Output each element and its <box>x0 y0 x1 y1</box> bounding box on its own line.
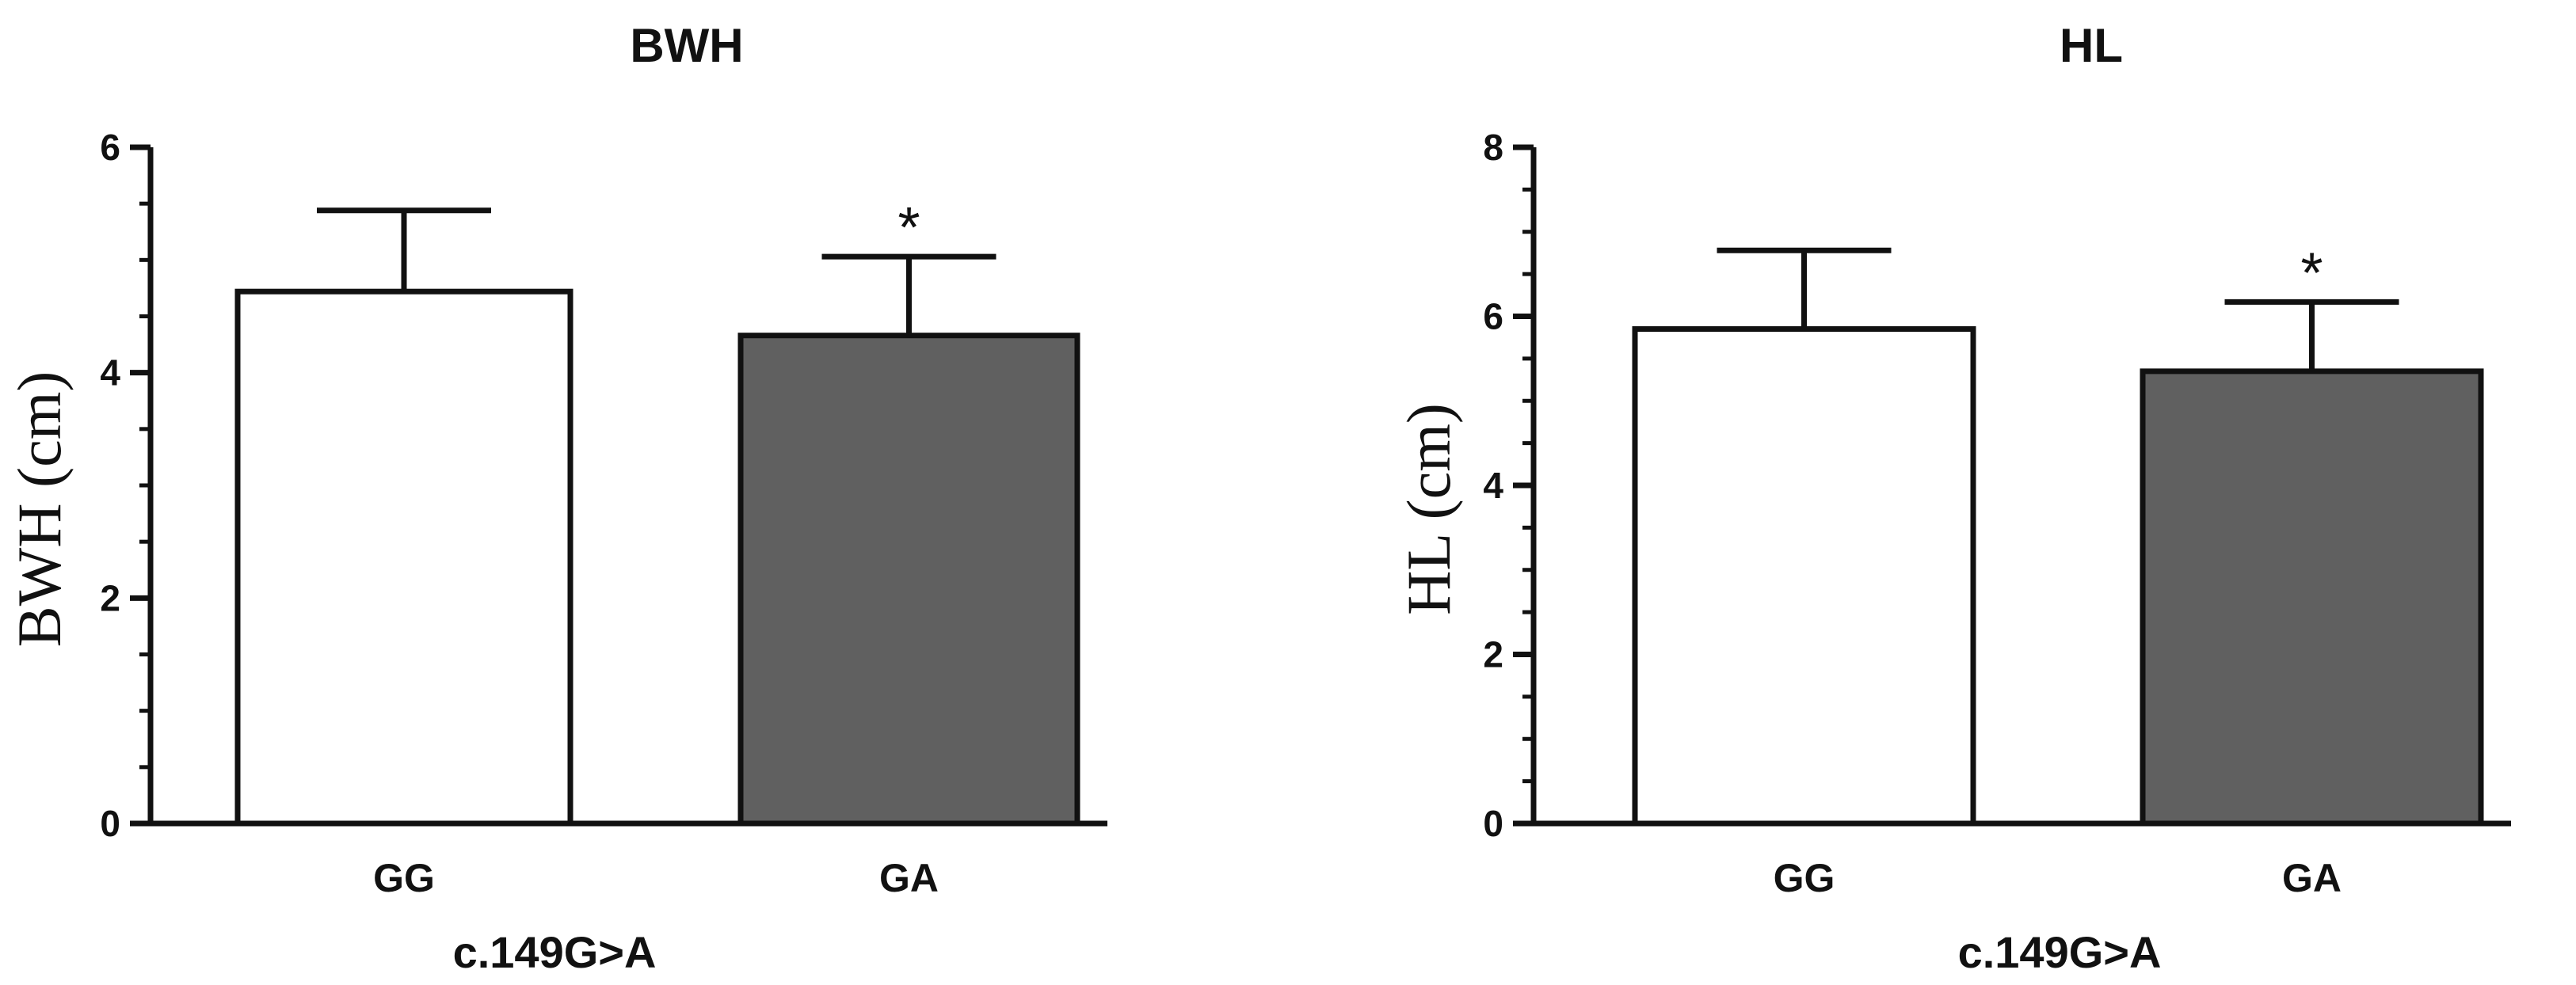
x-axis-label: c.149G>A <box>453 927 657 977</box>
y-tick-label: 4 <box>100 352 120 394</box>
y-tick-label: 0 <box>1483 803 1503 844</box>
significance-marker: * <box>897 196 920 260</box>
chart-title: BWH <box>630 19 743 72</box>
y-axis-label: HL (cm) <box>1394 403 1463 615</box>
x-axis-label: c.149G>A <box>1958 927 2162 977</box>
bar-gg <box>1632 326 1976 827</box>
y-tick-label: 0 <box>100 803 120 844</box>
y-tick-label: 2 <box>100 577 120 618</box>
panel-bwh: BWH 0 2 4 6 GG * GA c.149G>A BWH (cm) <box>5 19 1107 977</box>
bar-ga <box>2140 368 2484 827</box>
y-tick-label: 2 <box>1483 634 1503 675</box>
x-tick-label: GG <box>1774 856 1835 900</box>
y-axis-label: BWH (cm) <box>5 371 74 648</box>
significance-marker: * <box>2300 241 2323 305</box>
y-tick-label: 4 <box>1483 465 1503 506</box>
y-tick-label: 8 <box>1483 127 1503 168</box>
x-tick-label: GA <box>879 856 939 900</box>
bar-ga <box>737 333 1080 827</box>
y-tick-label: 6 <box>100 127 120 168</box>
x-tick-label: GG <box>373 856 435 900</box>
panel-hl: HL 0 2 4 6 8 GG * GA c.149G>A HL (cm) <box>1394 19 2511 977</box>
bar-gg <box>234 288 574 827</box>
y-tick-label: 6 <box>1483 296 1503 337</box>
x-tick-label: GA <box>2282 856 2342 900</box>
chart-title: HL <box>2060 19 2123 72</box>
